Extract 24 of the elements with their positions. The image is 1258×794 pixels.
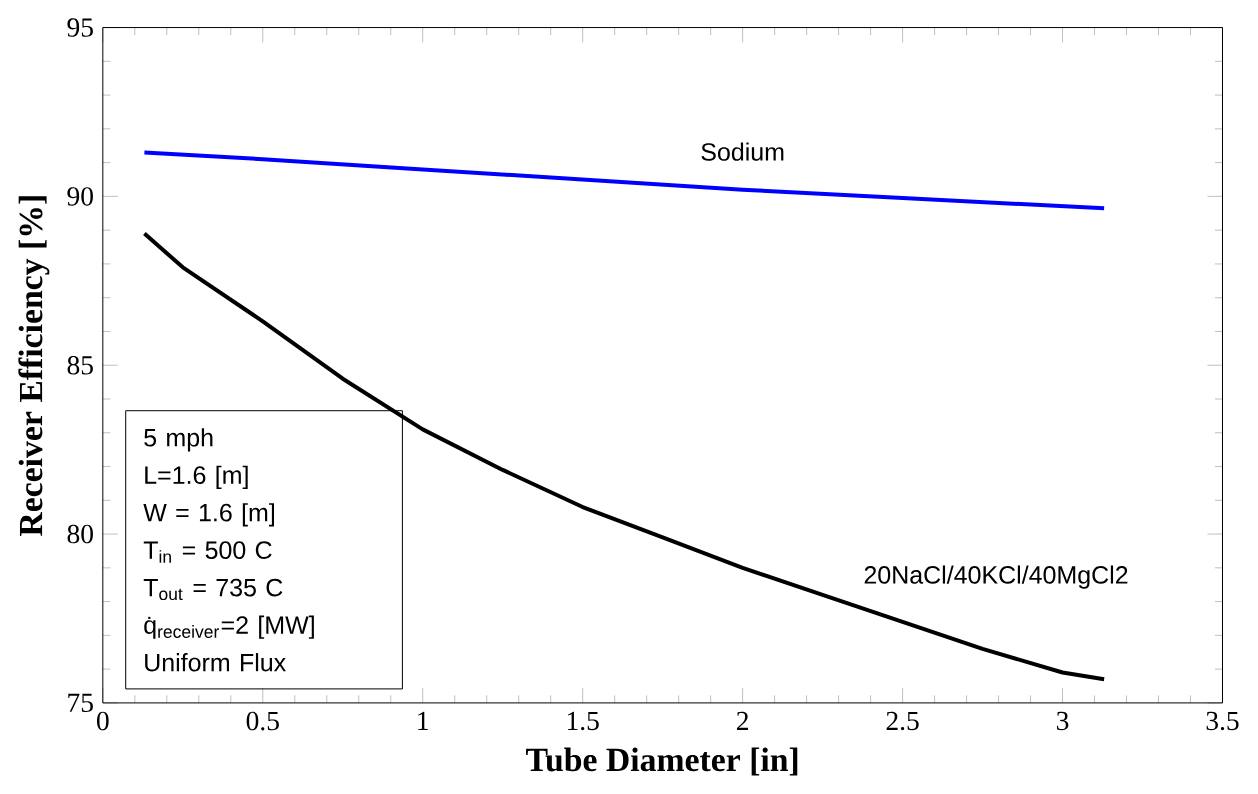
x-tick-label: 2.5 — [886, 711, 919, 731]
x-tick-label: 3.5 — [1206, 711, 1239, 731]
x-axis-title: Tube Diameter [in] — [526, 747, 798, 776]
y-tick-label: 80 — [67, 524, 93, 544]
y-tick-label: 95 — [67, 18, 93, 37]
x-tick-label: 3 — [1057, 711, 1069, 731]
x-tick-label: 1.5 — [567, 711, 599, 731]
y-axis-title: Receiver Efficiency [%] — [18, 196, 50, 537]
annotation: T$_{out}$ = 735 C — [143, 578, 283, 601]
x-tick-label: 2 — [736, 711, 748, 731]
x-tick-label: 1 — [418, 711, 428, 730]
y-tick-label: 85 — [67, 356, 93, 375]
annotation: Uniform Flux — [145, 653, 286, 672]
annotation: T$_{in}$ = 500 C — [143, 541, 272, 563]
annotation: q̇$_{receiver}$=2 [MW] — [144, 615, 314, 639]
y-tick-label: 75 — [68, 693, 93, 713]
y-tick-label: 90 — [67, 187, 93, 206]
annotation: W = 1.6 [m] — [143, 503, 275, 527]
annotation: L=1.6 [m] — [145, 465, 248, 490]
x-tick-label: 0 — [97, 711, 109, 731]
series-label: 20NaCl/40KCl/40MgCl2 — [864, 565, 1128, 589]
series-label: Sodium — [701, 142, 784, 161]
x-tick-label: 0.5 — [246, 711, 279, 731]
annotation: 5 mph — [144, 428, 213, 452]
